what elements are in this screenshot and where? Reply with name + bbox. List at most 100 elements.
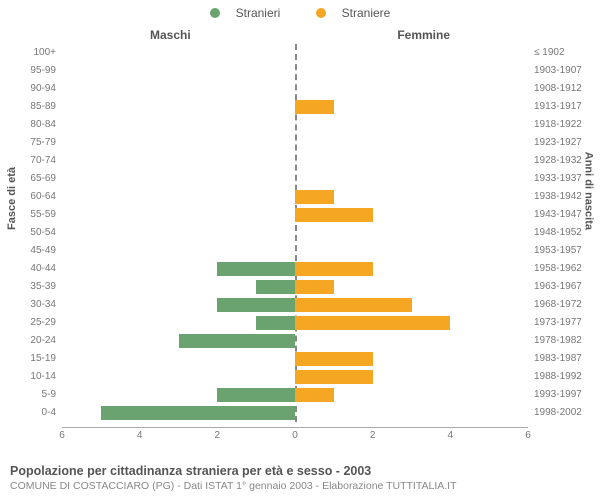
age-label: 25-29 (30, 317, 56, 328)
bar-female (295, 208, 373, 222)
chart-row: 35-391963-1967 (62, 278, 528, 296)
x-tick: 4 (137, 430, 143, 441)
legend-swatch-female (316, 8, 326, 18)
bar-male (217, 298, 295, 312)
bar-male (256, 280, 295, 294)
x-axis: 6 4 2 0 2 4 6 (62, 427, 528, 444)
birth-label: 1918-1922 (534, 119, 582, 130)
chart-row: 5-91993-1997 (62, 386, 528, 404)
birth-label: 1953-1957 (534, 245, 582, 256)
caption-title: Popolazione per cittadinanza straniera p… (10, 464, 590, 478)
birth-label: 1983-1987 (534, 353, 582, 364)
birth-label: 1963-1967 (534, 281, 582, 292)
chart-row: 45-491953-1957 (62, 242, 528, 260)
bar-female (295, 280, 334, 294)
chart-row: 50-541948-1952 (62, 224, 528, 242)
x-tick: 0 (292, 430, 298, 441)
x-tick: 2 (215, 430, 221, 441)
age-label: 10-14 (30, 371, 56, 382)
chart-row: 80-841918-1922 (62, 116, 528, 134)
y-axis-right-label: Anni di nascita (582, 152, 594, 230)
birth-label: ≤ 1902 (534, 47, 565, 58)
chart-row: 90-941908-1912 (62, 80, 528, 98)
age-label: 0-4 (42, 407, 56, 418)
x-tick: 6 (525, 430, 531, 441)
birth-label: 1988-1992 (534, 371, 582, 382)
chart-row: 40-441958-1962 (62, 260, 528, 278)
chart-row: 65-691933-1937 (62, 170, 528, 188)
x-tick: 4 (448, 430, 454, 441)
age-label: 65-69 (30, 173, 56, 184)
bar-female (295, 262, 373, 276)
chart-row: 15-191983-1987 (62, 350, 528, 368)
birth-label: 1968-1972 (534, 299, 582, 310)
chart-row: 30-341968-1972 (62, 296, 528, 314)
age-label: 60-64 (30, 191, 56, 202)
caption: Popolazione per cittadinanza straniera p… (10, 464, 590, 492)
chart-row: 95-991903-1907 (62, 62, 528, 80)
panel-title-left: Maschi (150, 28, 191, 42)
birth-label: 1933-1937 (534, 173, 582, 184)
age-label: 80-84 (30, 119, 56, 130)
age-label: 45-49 (30, 245, 56, 256)
age-label: 15-19 (30, 353, 56, 364)
panel-title-right: Femmine (397, 28, 450, 42)
birth-label: 1978-1982 (534, 335, 582, 346)
age-label: 75-79 (30, 137, 56, 148)
legend-male: Stranieri (202, 6, 289, 20)
chart-row: 25-291973-1977 (62, 314, 528, 332)
age-label: 5-9 (42, 389, 56, 400)
y-axis-left-label: Fasce di età (6, 167, 18, 230)
legend-swatch-male (210, 8, 220, 18)
chart-row: 75-791923-1927 (62, 134, 528, 152)
caption-subtitle: COMUNE DI COSTACCIARO (PG) - Dati ISTAT … (10, 480, 590, 492)
chart-row: 20-241978-1982 (62, 332, 528, 350)
bar-male (256, 316, 295, 330)
chart-row: 10-141988-1992 (62, 368, 528, 386)
age-label: 70-74 (30, 155, 56, 166)
bar-female (295, 388, 334, 402)
birth-label: 1993-1997 (534, 389, 582, 400)
birth-label: 1913-1917 (534, 101, 582, 112)
age-label: 50-54 (30, 227, 56, 238)
birth-label: 1923-1927 (534, 137, 582, 148)
age-label: 30-34 (30, 299, 56, 310)
birth-label: 1903-1907 (534, 65, 582, 76)
legend-label-female: Straniere (342, 6, 391, 20)
age-label: 55-59 (30, 209, 56, 220)
birth-label: 1958-1962 (534, 263, 582, 274)
bar-male (217, 388, 295, 402)
birth-label: 1973-1977 (534, 317, 582, 328)
bar-male (101, 406, 295, 420)
age-label: 100+ (33, 47, 56, 58)
age-label: 20-24 (30, 335, 56, 346)
bar-female (295, 316, 450, 330)
legend: Stranieri Straniere (0, 0, 600, 23)
birth-label: 1928-1932 (534, 155, 582, 166)
age-label: 40-44 (30, 263, 56, 274)
bar-female (295, 190, 334, 204)
bar-female (295, 352, 373, 366)
age-label: 85-89 (30, 101, 56, 112)
legend-label-male: Stranieri (236, 6, 281, 20)
chart-row: 70-741928-1932 (62, 152, 528, 170)
birth-label: 1943-1947 (534, 209, 582, 220)
birth-label: 1998-2002 (534, 407, 582, 418)
chart-plot-area: 100+≤ 190295-991903-190790-941908-191285… (62, 44, 528, 422)
legend-female: Straniere (308, 6, 399, 20)
chart-row: 85-891913-1917 (62, 98, 528, 116)
x-tick: 6 (59, 430, 65, 441)
birth-label: 1948-1952 (534, 227, 582, 238)
bar-female (295, 370, 373, 384)
chart-row: 55-591943-1947 (62, 206, 528, 224)
age-label: 35-39 (30, 281, 56, 292)
x-tick: 2 (370, 430, 376, 441)
chart-row: 0-41998-2002 (62, 404, 528, 422)
birth-label: 1908-1912 (534, 83, 582, 94)
age-label: 90-94 (30, 83, 56, 94)
bar-female (295, 100, 334, 114)
bar-male (217, 262, 295, 276)
chart-row: 100+≤ 1902 (62, 44, 528, 62)
bar-male (179, 334, 296, 348)
age-label: 95-99 (30, 65, 56, 76)
